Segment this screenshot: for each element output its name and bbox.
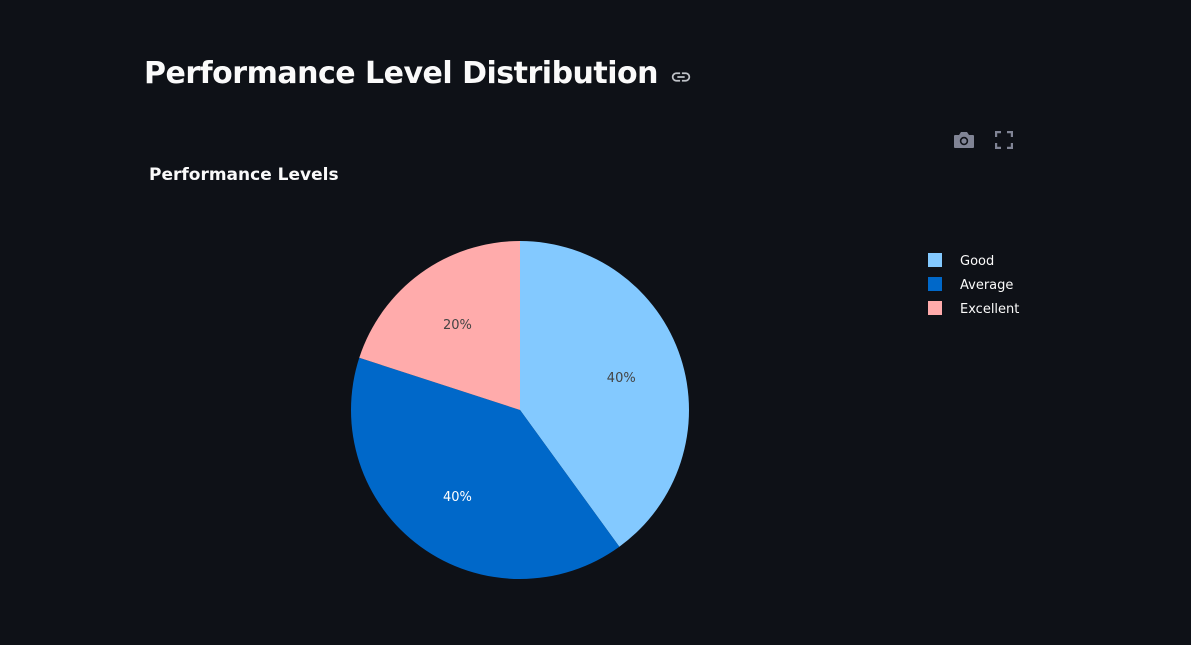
fullscreen-icon[interactable] [992,128,1016,152]
slice-label-good: 40% [607,371,636,386]
chart-title: Performance Levels [149,165,339,185]
legend-label: Good [960,254,994,269]
legend-label: Average [960,278,1013,293]
slice-label-average: 40% [443,490,472,505]
chart-legend: Good Average Excellent [928,253,1019,317]
legend-swatch [928,253,942,267]
chart-toolbar [952,128,1016,152]
legend-item-excellent[interactable]: Excellent [928,301,1019,317]
slice-label-excellent: 20% [443,318,472,333]
legend-swatch [928,301,942,315]
legend-swatch [928,277,942,291]
legend-item-good[interactable]: Good [928,253,994,269]
legend-label: Excellent [960,302,1019,317]
camera-icon[interactable] [952,128,976,152]
pie-slices [351,241,689,579]
legend-item-average[interactable]: Average [928,277,1013,293]
